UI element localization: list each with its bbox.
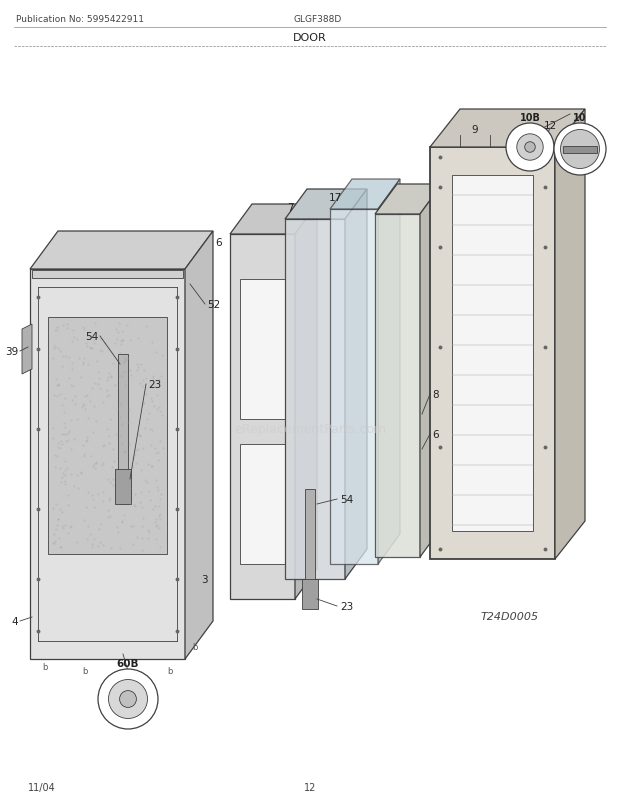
- Polygon shape: [330, 210, 378, 565]
- Polygon shape: [30, 232, 213, 269]
- Polygon shape: [32, 270, 183, 278]
- Circle shape: [506, 124, 554, 172]
- Circle shape: [517, 135, 543, 161]
- Polygon shape: [240, 280, 285, 419]
- Text: 3: 3: [201, 574, 208, 585]
- Text: eReplacementParts.com: eReplacementParts.com: [234, 423, 386, 436]
- Polygon shape: [285, 220, 345, 579]
- Polygon shape: [30, 269, 185, 659]
- Text: 54: 54: [85, 331, 98, 342]
- Polygon shape: [230, 205, 317, 235]
- Text: b: b: [82, 666, 87, 675]
- Text: 6: 6: [432, 429, 438, 439]
- Text: 9: 9: [472, 125, 478, 135]
- Text: 12: 12: [543, 121, 557, 131]
- Polygon shape: [430, 110, 585, 148]
- Text: 7: 7: [286, 203, 293, 213]
- Polygon shape: [185, 232, 213, 659]
- Polygon shape: [375, 184, 442, 215]
- Polygon shape: [345, 190, 367, 579]
- Text: 23: 23: [148, 379, 161, 390]
- Circle shape: [525, 143, 535, 153]
- Text: b: b: [167, 666, 173, 675]
- Text: T24D0005: T24D0005: [481, 611, 539, 622]
- Text: 54: 54: [340, 494, 353, 504]
- Polygon shape: [375, 215, 420, 557]
- Text: Publication No: 5995422911: Publication No: 5995422911: [16, 15, 144, 25]
- Text: 4: 4: [11, 616, 18, 626]
- Circle shape: [120, 691, 136, 707]
- Text: 52: 52: [207, 300, 220, 310]
- Circle shape: [560, 131, 600, 169]
- Polygon shape: [430, 148, 555, 559]
- Text: b: b: [192, 642, 198, 652]
- Text: 12: 12: [304, 782, 316, 792]
- Polygon shape: [115, 469, 131, 504]
- Text: GLGF388D: GLGF388D: [294, 15, 342, 25]
- Polygon shape: [302, 579, 318, 610]
- Circle shape: [98, 669, 158, 729]
- Text: 10: 10: [574, 113, 587, 123]
- Polygon shape: [330, 180, 400, 210]
- Text: 60B: 60B: [117, 658, 140, 668]
- Polygon shape: [378, 180, 400, 565]
- Polygon shape: [240, 444, 285, 565]
- Polygon shape: [555, 110, 585, 559]
- Polygon shape: [118, 354, 128, 489]
- Circle shape: [108, 679, 148, 719]
- Polygon shape: [305, 489, 315, 594]
- Polygon shape: [563, 147, 597, 154]
- Text: 11/04: 11/04: [28, 782, 56, 792]
- Text: 23: 23: [340, 602, 353, 611]
- Text: 39: 39: [5, 346, 18, 357]
- Circle shape: [554, 124, 606, 176]
- Polygon shape: [48, 318, 167, 554]
- Text: 17: 17: [329, 192, 342, 203]
- Text: 8: 8: [432, 390, 438, 399]
- Text: 10B: 10B: [520, 113, 541, 123]
- Text: b: b: [42, 662, 48, 671]
- Polygon shape: [295, 205, 317, 599]
- Text: 6: 6: [215, 237, 222, 248]
- Polygon shape: [285, 190, 367, 220]
- Polygon shape: [22, 325, 32, 375]
- Polygon shape: [420, 184, 442, 557]
- Polygon shape: [230, 235, 295, 599]
- Text: DOOR: DOOR: [293, 33, 327, 43]
- Polygon shape: [452, 176, 533, 532]
